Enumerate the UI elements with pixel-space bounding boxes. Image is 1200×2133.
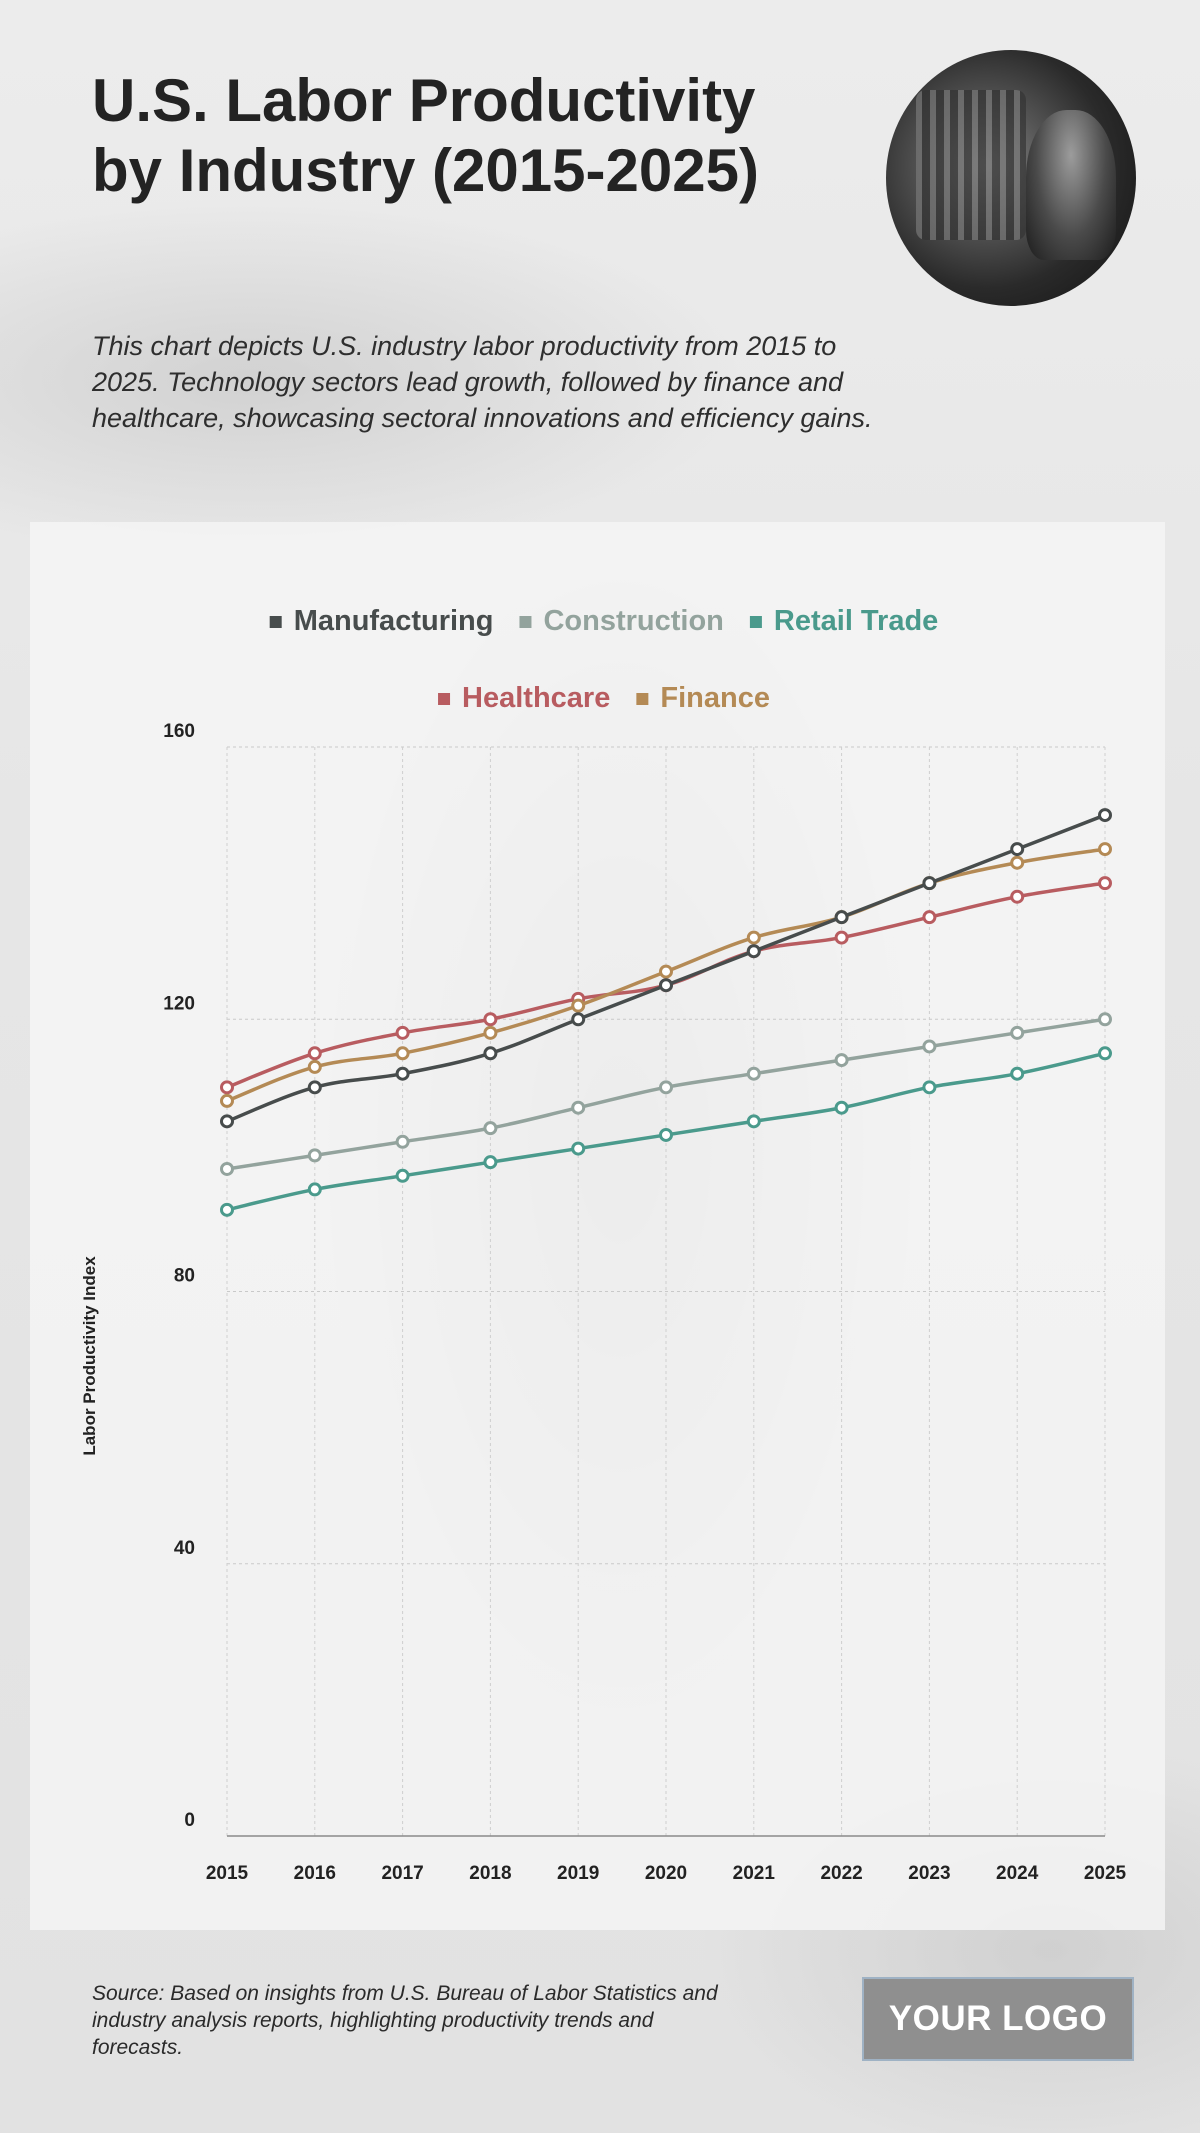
data-point-manufacturing bbox=[395, 1066, 410, 1081]
data-point-retail-trade bbox=[922, 1080, 937, 1095]
x-tick-label: 2015 bbox=[206, 1863, 249, 1884]
y-tick-label: 80 bbox=[174, 1266, 195, 1287]
legend-item-manufacturing: Manufacturing bbox=[269, 605, 494, 637]
logo-placeholder: YOUR LOGO bbox=[862, 1977, 1134, 2061]
data-point-construction bbox=[922, 1039, 937, 1054]
data-point-manufacturing bbox=[834, 910, 849, 925]
data-point-healthcare bbox=[1098, 876, 1112, 891]
page-title: U.S. Labor Productivity by Industry (201… bbox=[92, 67, 759, 204]
data-point-construction bbox=[834, 1053, 849, 1068]
legend-label-finance: Finance bbox=[660, 682, 770, 714]
data-point-construction bbox=[659, 1080, 673, 1095]
x-tick-label: 2022 bbox=[820, 1863, 862, 1884]
y-tick-label: 0 bbox=[184, 1810, 195, 1831]
legend-swatch-finance bbox=[636, 693, 649, 705]
data-point-healthcare bbox=[483, 1012, 498, 1027]
data-point-retail-trade bbox=[659, 1127, 673, 1142]
data-point-healthcare bbox=[834, 930, 849, 945]
x-tick-label: 2025 bbox=[1084, 1863, 1127, 1884]
data-point-manufacturing bbox=[922, 876, 937, 891]
data-point-finance bbox=[1098, 842, 1112, 857]
legend-row: Healthcare Finance bbox=[438, 682, 770, 714]
legend-row: Manufacturing Construction Retail Trade bbox=[269, 605, 938, 637]
data-point-manufacturing bbox=[307, 1080, 322, 1095]
data-point-retail-trade bbox=[1010, 1066, 1025, 1081]
chart-card: 0 40 80 120 160 2015 2016 2017 2018 2019 2020 2021 2… bbox=[30, 522, 1165, 1930]
data-point-retail-trade bbox=[1098, 1046, 1112, 1061]
legend-label-healthcare: Healthcare bbox=[462, 682, 610, 714]
data-point-construction bbox=[220, 1161, 234, 1176]
data-point-construction bbox=[1010, 1025, 1025, 1040]
worker-photo bbox=[886, 50, 1136, 306]
data-point-finance bbox=[571, 998, 586, 1013]
legend-swatch-manufacturing bbox=[269, 616, 282, 628]
grid-lines bbox=[226, 746, 1106, 1836]
data-point-manufacturing bbox=[1010, 842, 1025, 857]
machine-graphic bbox=[916, 90, 1026, 240]
data-point-finance bbox=[746, 930, 761, 945]
y-axis-title: Labor Productivity Index bbox=[80, 1256, 99, 1456]
data-point-retail-trade bbox=[307, 1182, 322, 1197]
data-point-retail-trade bbox=[571, 1141, 586, 1156]
data-point-construction bbox=[395, 1134, 410, 1149]
source-note: Source: Based on insights from U.S. Bure… bbox=[92, 1982, 718, 2059]
legend: Manufacturing Construction Retail Trade Hea… bbox=[269, 605, 938, 714]
series-lines bbox=[220, 808, 1112, 1217]
data-point-finance bbox=[395, 1046, 410, 1061]
data-point-manufacturing bbox=[746, 944, 761, 959]
data-point-construction bbox=[1098, 1012, 1112, 1027]
data-point-retail-trade bbox=[395, 1168, 410, 1183]
legend-label-construction: Construction bbox=[543, 605, 723, 637]
data-point-finance bbox=[1010, 855, 1025, 870]
x-tick-label: 2023 bbox=[908, 1863, 950, 1884]
data-point-finance bbox=[220, 1093, 234, 1108]
data-point-retail-trade bbox=[746, 1114, 761, 1129]
data-point-manufacturing bbox=[1098, 808, 1112, 823]
y-tick-label: 160 bbox=[163, 721, 195, 742]
data-point-manufacturing bbox=[483, 1046, 498, 1061]
data-point-construction bbox=[307, 1148, 322, 1163]
y-tick-label: 40 bbox=[174, 1538, 195, 1559]
data-point-retail-trade bbox=[483, 1155, 498, 1170]
data-point-manufacturing bbox=[220, 1114, 234, 1129]
data-point-construction bbox=[746, 1066, 761, 1081]
legend-swatch-construction bbox=[519, 616, 532, 628]
legend-item-healthcare: Healthcare bbox=[438, 682, 610, 714]
x-tick-label: 2019 bbox=[557, 1863, 599, 1884]
legend-swatch-healthcare bbox=[438, 693, 451, 705]
data-point-construction bbox=[483, 1121, 498, 1136]
x-tick-label: 2020 bbox=[645, 1863, 687, 1884]
worker-graphic bbox=[1026, 110, 1116, 260]
data-point-healthcare bbox=[307, 1046, 322, 1061]
x-tick-label: 2021 bbox=[733, 1863, 776, 1884]
legend-swatch-retail-trade bbox=[749, 616, 762, 628]
data-point-retail-trade bbox=[834, 1100, 849, 1115]
legend-item-finance: Finance bbox=[636, 682, 770, 714]
line-chart: 0 40 80 120 160 2015 2016 2017 2018 2019 2020 2021 2… bbox=[80, 605, 1127, 1884]
data-point-finance bbox=[659, 964, 673, 979]
legend-item-retail-trade: Retail Trade bbox=[749, 605, 938, 637]
data-point-retail-trade bbox=[220, 1202, 234, 1217]
legend-label-manufacturing: Manufacturing bbox=[294, 605, 494, 637]
page-subtitle: This chart depicts U.S. industry labor p… bbox=[92, 331, 873, 433]
x-tick-label: 2016 bbox=[294, 1863, 336, 1884]
legend-item-construction: Construction bbox=[519, 605, 724, 637]
data-point-manufacturing bbox=[659, 978, 673, 993]
axes: 0 40 80 120 160 2015 2016 2017 2018 2019 2020 2021 2… bbox=[163, 721, 1126, 1884]
data-point-finance bbox=[483, 1025, 498, 1040]
legend-label-retail-trade: Retail Trade bbox=[774, 605, 938, 637]
x-tick-label: 2017 bbox=[381, 1863, 423, 1884]
data-point-healthcare bbox=[922, 910, 937, 925]
data-point-construction bbox=[571, 1100, 586, 1115]
y-tick-label: 120 bbox=[163, 993, 195, 1014]
data-point-healthcare bbox=[1010, 889, 1025, 904]
data-point-healthcare bbox=[220, 1080, 234, 1095]
data-point-manufacturing bbox=[571, 1012, 586, 1027]
x-tick-label: 2024 bbox=[996, 1863, 1039, 1884]
data-point-finance bbox=[307, 1059, 322, 1074]
x-tick-label: 2018 bbox=[469, 1863, 511, 1884]
data-point-healthcare bbox=[395, 1025, 410, 1040]
